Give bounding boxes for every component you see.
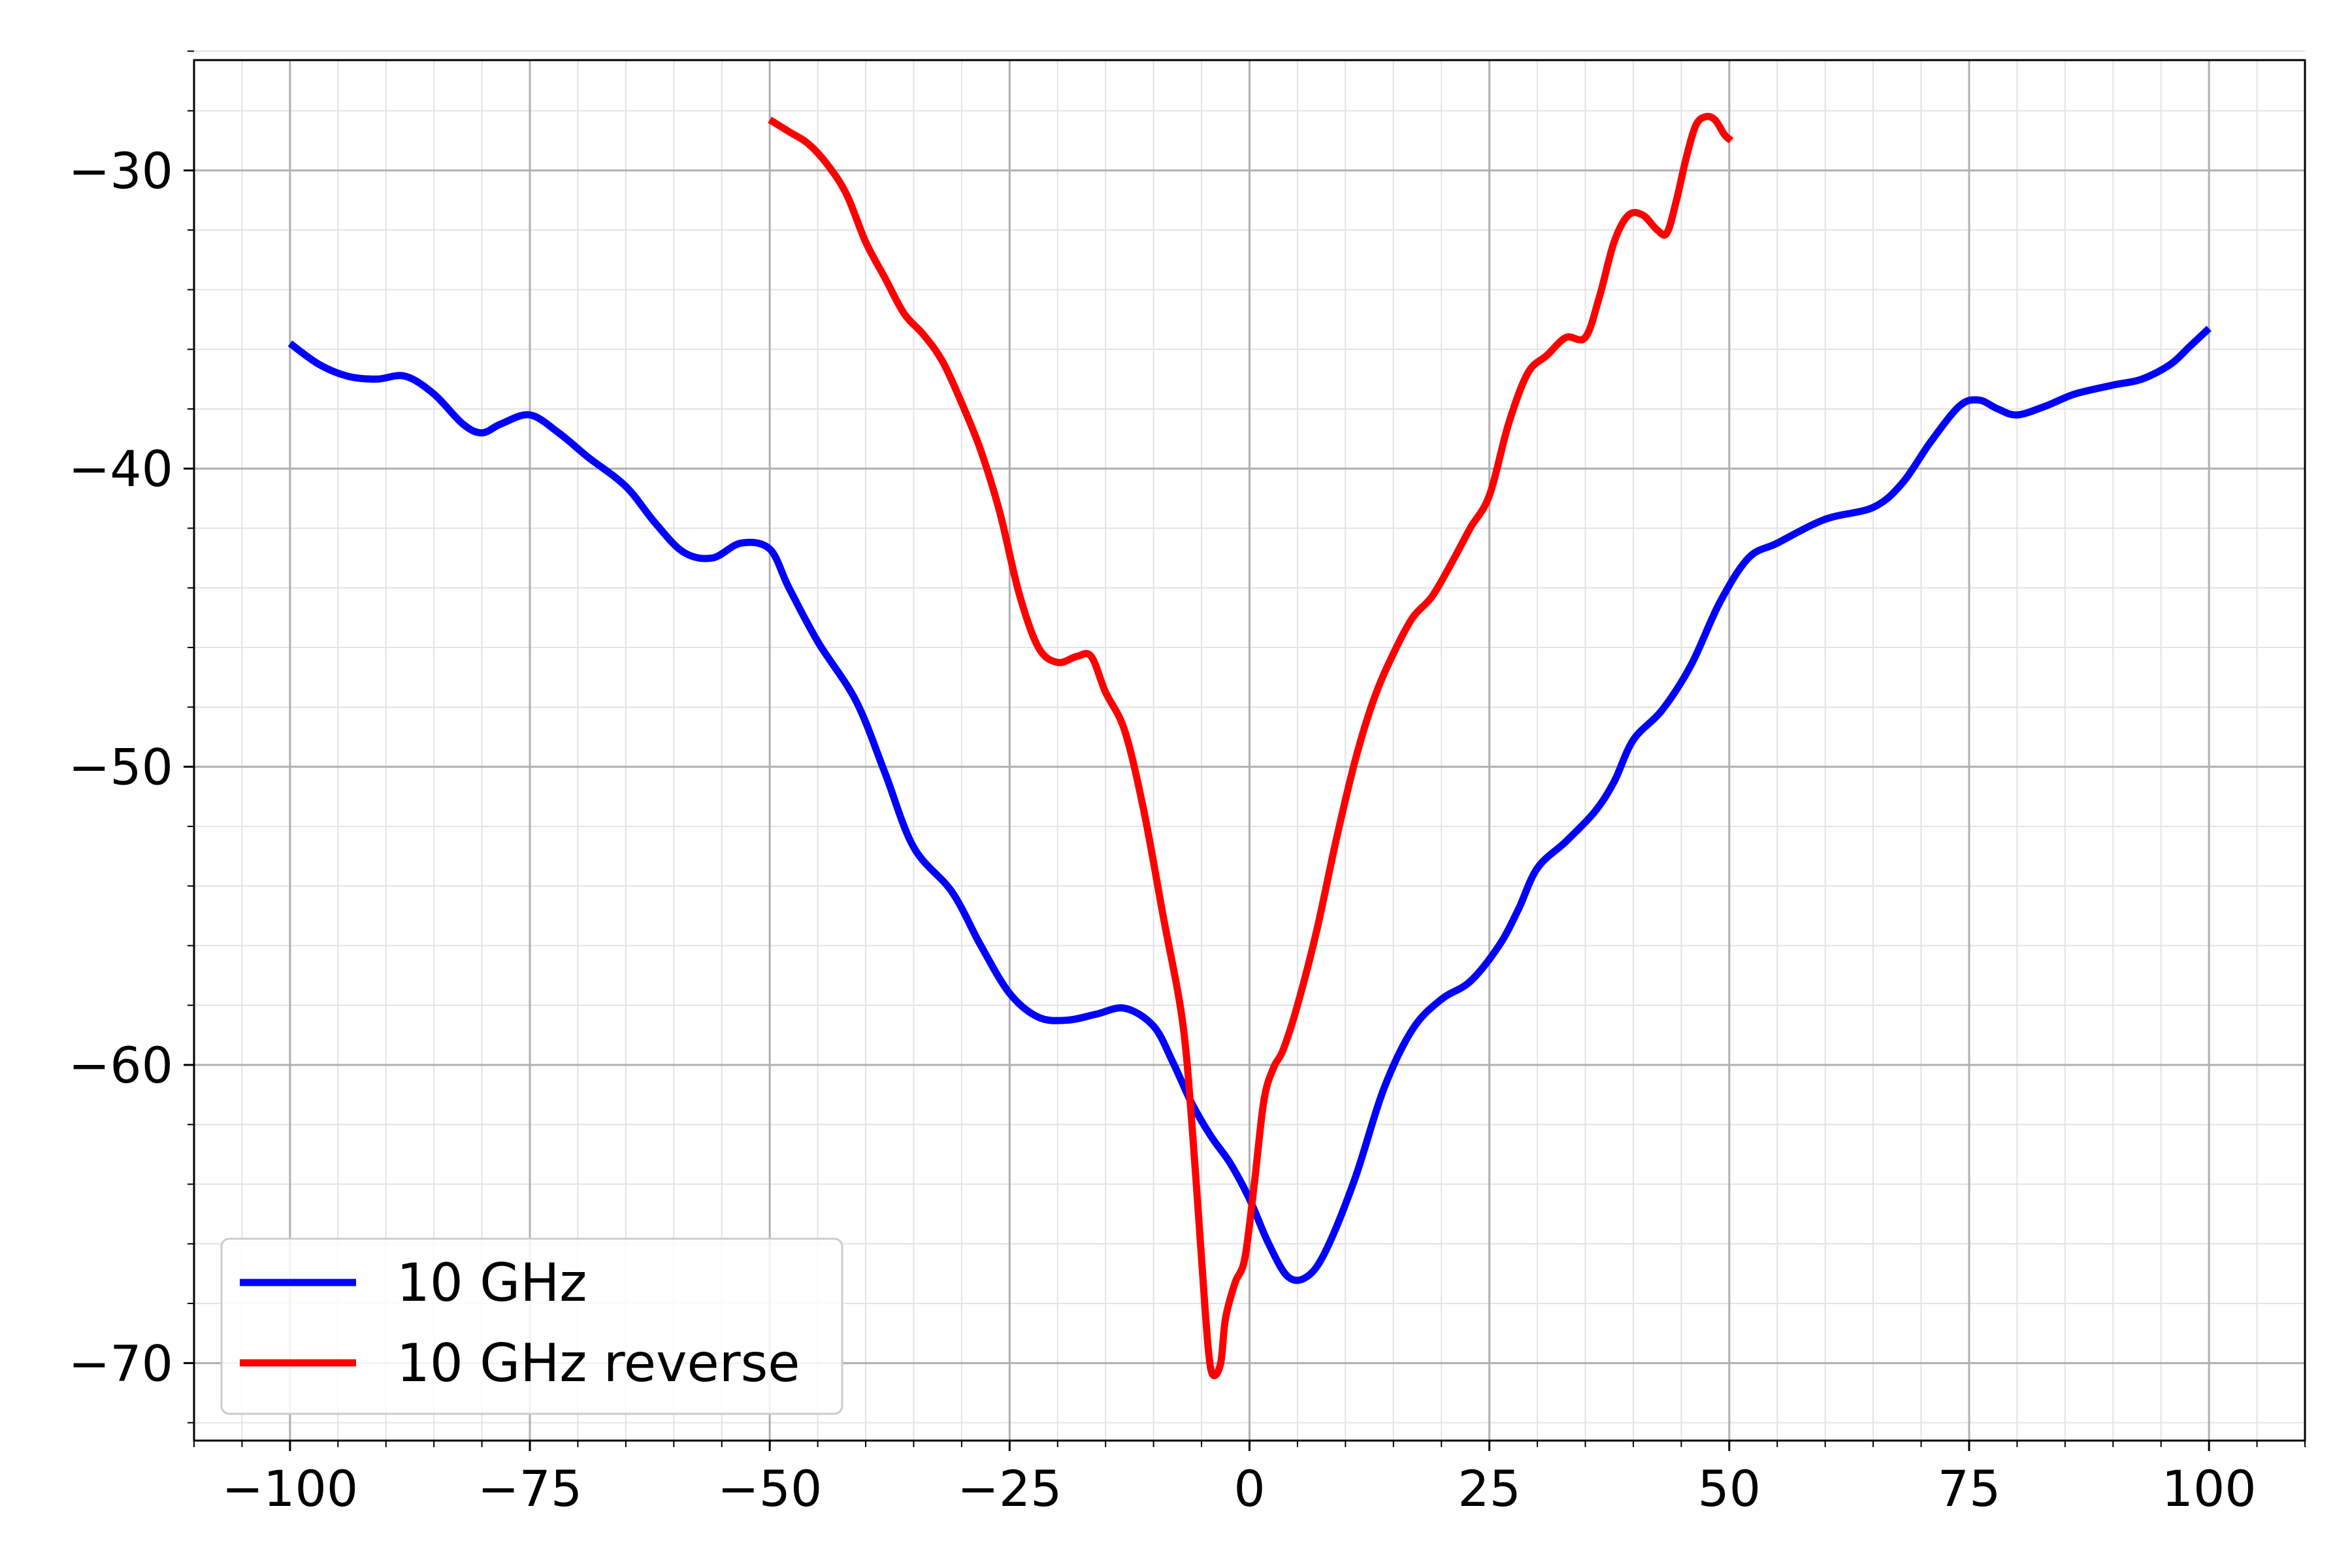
series-layer xyxy=(287,112,2212,1379)
legend-label-10-ghz-reverse: 10 GHz reverse xyxy=(397,1333,800,1394)
series-line-10-ghz xyxy=(287,325,2212,1284)
x-tick-label: 25 xyxy=(1458,1460,1521,1518)
x-tick-label: 0 xyxy=(1233,1460,1265,1518)
y-tick-label: −30 xyxy=(69,142,173,200)
x-tick-label: −50 xyxy=(717,1460,822,1518)
x-tick-label: −100 xyxy=(221,1460,358,1518)
legend-box xyxy=(220,1237,843,1415)
y-tick-label: −60 xyxy=(69,1036,173,1094)
legend: 10 GHz 10 GHz reverse xyxy=(220,1237,843,1415)
axis-tick-labels: −100 −75 −50 −25 0 25 50 75 100 −30 −40 −50 −60 −70 xyxy=(69,142,2257,1518)
y-tick-label: −50 xyxy=(69,738,173,796)
x-tick-label: −25 xyxy=(957,1460,1062,1518)
x-tick-label: 75 xyxy=(1938,1460,2001,1518)
x-tick-label: 50 xyxy=(1697,1460,1761,1518)
y-tick-label: −70 xyxy=(69,1334,173,1392)
y-tick-label: −40 xyxy=(69,440,173,498)
legend-label-10-ghz: 10 GHz xyxy=(397,1252,587,1313)
axis-ticks xyxy=(184,50,2306,1451)
series-line-10-ghz-reverse xyxy=(768,112,1734,1379)
x-tick-label: −75 xyxy=(478,1460,582,1518)
x-tick-label: 100 xyxy=(2162,1460,2257,1518)
